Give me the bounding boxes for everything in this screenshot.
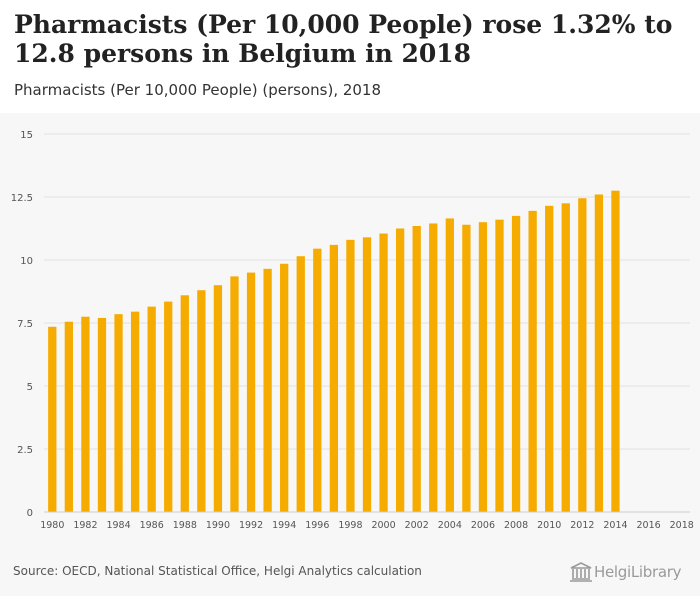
y-tick-label: 0 — [27, 508, 33, 519]
bar-1986[interactable] — [147, 306, 156, 512]
bar-2008[interactable] — [511, 215, 521, 512]
source-note: Source: OECD, National Statistical Offic… — [13, 564, 422, 578]
bar-1991[interactable] — [230, 276, 239, 512]
x-tick-label: 2014 — [603, 520, 627, 531]
bar-1988[interactable] — [180, 295, 189, 512]
chart-title: Pharmacists (Per 10,000 People) rose 1.3… — [14, 10, 673, 68]
x-tick-label: 1990 — [206, 520, 230, 531]
x-tick-label: 1998 — [338, 520, 362, 531]
bar-chart: 0 2.5 5 7.5 10 12.5 15 1980 1982 1984 1986 1988 1990… — [11, 130, 694, 531]
bar-2009[interactable] — [528, 210, 537, 513]
x-tick-label: 1982 — [73, 520, 97, 531]
bar-1999[interactable] — [362, 237, 372, 512]
header: Pharmacists (Per 10,000 People) rose 1.3… — [0, 0, 700, 113]
chart-area: 0 2.5 5 7.5 10 12.5 15 1980 1982 1984 1986 1988 1990… — [0, 113, 700, 553]
bar-2010[interactable] — [545, 205, 554, 512]
bar-1984[interactable] — [114, 314, 123, 512]
logo-text: HelgiLibrary — [594, 563, 682, 581]
bar-2000[interactable] — [379, 233, 388, 512]
bar-2011[interactable] — [561, 203, 570, 513]
y-tick-label: 5 — [27, 382, 33, 393]
bar-2006[interactable] — [478, 222, 488, 512]
x-tick-label: 1988 — [173, 520, 197, 531]
bar-2014[interactable] — [611, 190, 620, 512]
y-tick-label: 10 — [20, 256, 33, 267]
x-tick-label: 2010 — [537, 520, 561, 531]
bar-2007[interactable] — [495, 219, 504, 512]
x-tick-label: 1994 — [272, 520, 296, 531]
x-tick-label: 1984 — [106, 520, 130, 531]
x-tick-label: 2002 — [405, 520, 429, 531]
bar-2005[interactable] — [462, 224, 471, 512]
bar-1996[interactable] — [313, 248, 322, 512]
bar-2013[interactable] — [594, 194, 604, 512]
bar-1982[interactable] — [81, 316, 90, 512]
x-tick-label: 1980 — [40, 520, 64, 531]
bar-2012[interactable] — [578, 198, 587, 512]
x-tick-label: 2008 — [504, 520, 528, 531]
x-tick-label: 1986 — [140, 520, 164, 531]
bar-2001[interactable] — [395, 228, 405, 513]
bar-1997[interactable] — [329, 244, 339, 512]
bar-1998[interactable] — [346, 239, 355, 512]
bar-1993[interactable] — [263, 268, 272, 512]
bar-1987[interactable] — [164, 301, 173, 512]
helgi-library-logo[interactable]: HelgiLibrary — [568, 560, 682, 584]
x-tick-label: 2000 — [371, 520, 395, 531]
y-tick-label: 12.5 — [11, 193, 33, 204]
y-tick-label: 7.5 — [17, 319, 33, 330]
bar-1995[interactable] — [296, 256, 305, 512]
bar-1990[interactable] — [213, 285, 223, 512]
bar-1981[interactable] — [64, 321, 73, 512]
bar-1983[interactable] — [97, 317, 107, 512]
x-tick-label: 2016 — [636, 520, 660, 531]
chart-subtitle: Pharmacists (Per 10,000 People) (persons… — [14, 81, 382, 99]
x-tick-label: 2012 — [570, 520, 594, 531]
bar-1985[interactable] — [130, 311, 140, 512]
x-tick-label: 1996 — [305, 520, 329, 531]
bar-1989[interactable] — [197, 290, 206, 512]
x-tick-label: 2004 — [438, 520, 462, 531]
bar-1994[interactable] — [280, 263, 289, 512]
y-tick-label: 2.5 — [17, 445, 33, 456]
x-tick-label: 2006 — [471, 520, 495, 531]
bar-1980[interactable] — [48, 326, 57, 512]
x-tick-label: 1992 — [239, 520, 263, 531]
bar-1992[interactable] — [246, 272, 256, 512]
bar-2004[interactable] — [445, 218, 454, 513]
bar-2002[interactable] — [412, 225, 421, 512]
bar-2003[interactable] — [429, 223, 438, 512]
y-tick-label: 15 — [20, 130, 33, 141]
x-tick-label: 2018 — [670, 520, 694, 531]
library-building-icon — [570, 562, 592, 582]
